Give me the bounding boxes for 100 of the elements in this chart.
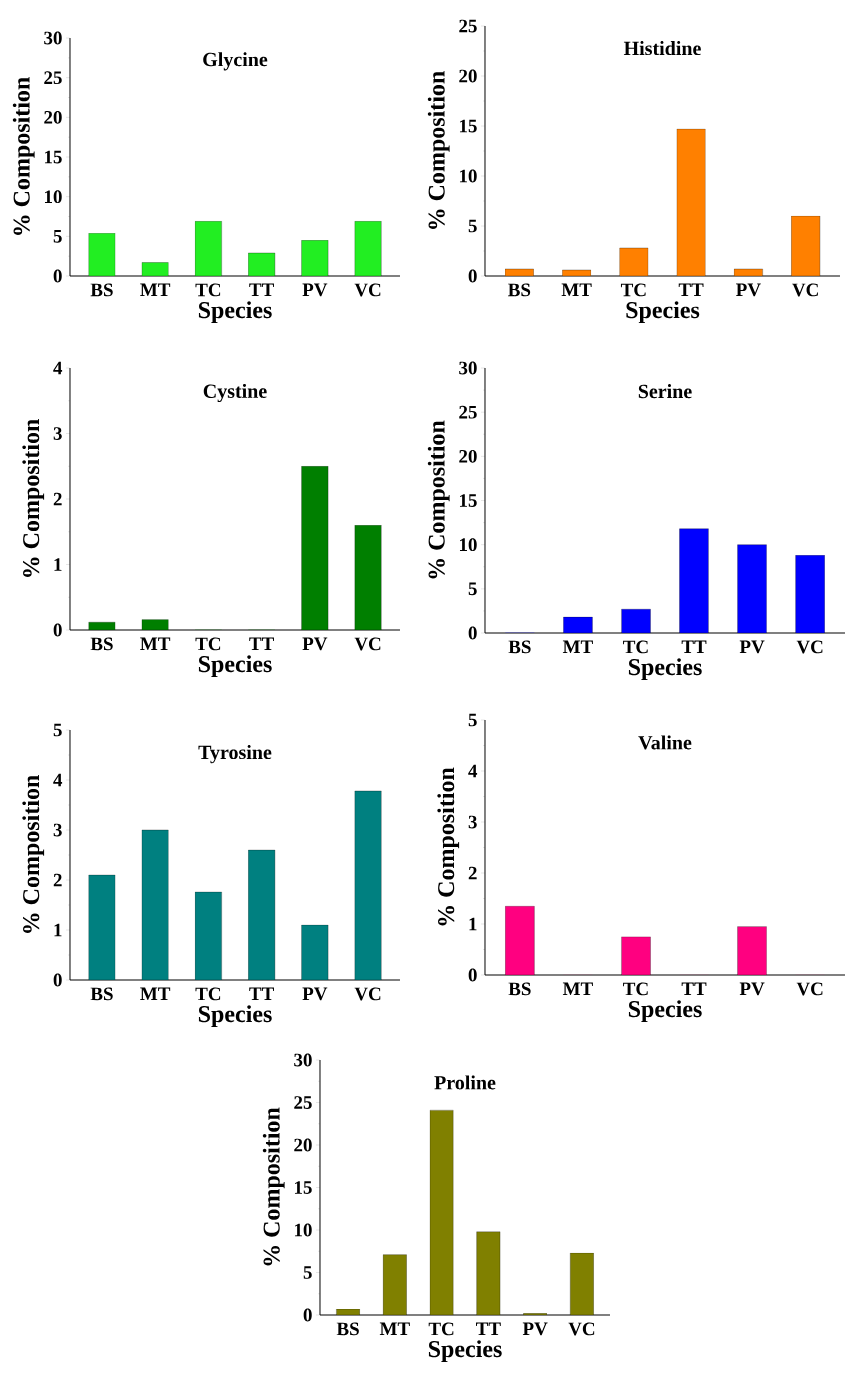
x-axis-title: Species — [626, 301, 700, 324]
y-tick-label: 15 — [459, 494, 477, 507]
x-tick-label: PV — [736, 283, 761, 297]
y-tick-label: 0 — [468, 626, 477, 640]
y-tick-label: 10 — [294, 1223, 312, 1237]
x-tick-label: VC — [354, 637, 381, 651]
x-tick-label: PV — [739, 640, 765, 654]
x-axis-title: Species — [198, 1005, 272, 1028]
text: Valine — [638, 735, 692, 750]
y-tick-label: 3 — [53, 427, 62, 440]
y-tick-label: 2 — [468, 866, 477, 880]
x-tick-label: TC — [620, 283, 646, 297]
text: Proline — [434, 1075, 496, 1090]
y-tick-label: 4 — [53, 773, 63, 787]
y-tick-label: 20 — [459, 449, 477, 463]
y-tick-label: 4 — [468, 764, 478, 778]
y-tick-label: 4 — [53, 361, 63, 375]
x-tick-label: TC — [623, 982, 648, 996]
x-tick-label: PV — [739, 982, 765, 996]
y-tick-label: 0 — [468, 968, 477, 982]
y-tick-label: 30 — [294, 1053, 312, 1067]
y-tick-label: 5 — [468, 582, 477, 596]
y-tick-label: 25 — [459, 405, 477, 419]
x-tick-label: MT — [140, 637, 171, 650]
x-tick-label: PV — [302, 637, 328, 651]
y-tick-label: 15 — [294, 1181, 312, 1194]
y-axis-title: % Composition — [427, 71, 450, 229]
x-tick-label: TC — [195, 987, 221, 1001]
y-axis-title: % Composition — [12, 77, 35, 235]
y-tick-label: 3 — [53, 823, 62, 837]
x-tick-label: MT — [562, 640, 593, 653]
text: Cystine — [203, 383, 267, 403]
x-tick-label: MT — [140, 283, 171, 296]
x-tick-label: PV — [522, 1322, 548, 1336]
y-tick-label: 25 — [294, 1096, 312, 1109]
y-tick-label: 10 — [459, 538, 477, 552]
x-tick-label: TC — [428, 1322, 454, 1336]
x-axis-title: Species — [628, 658, 702, 681]
x-tick-label: VC — [354, 987, 381, 1001]
y-axis-title: % Composition — [427, 420, 450, 579]
x-tick-label: MT — [562, 982, 593, 995]
x-axis-title: Species — [628, 1000, 702, 1023]
y-tick-label: 5 — [53, 723, 62, 737]
text: Serine — [638, 384, 692, 399]
y-tick-label: 20 — [459, 69, 477, 83]
y-tick-label: 30 — [44, 31, 62, 45]
y-tick-label: 25 — [459, 19, 477, 33]
y-tick-label: 5 — [468, 219, 477, 233]
y-tick-label: 0 — [53, 973, 62, 987]
x-tick-label: VC — [568, 1322, 595, 1336]
x-axis-title: Species — [198, 301, 272, 324]
x-tick-label: TC — [195, 637, 221, 651]
text: Glycine — [203, 52, 268, 71]
y-tick-label: 2 — [53, 492, 62, 506]
y-tick-label: 1 — [469, 917, 477, 931]
x-tick-label: TT — [249, 987, 274, 1000]
x-tick-label: TT — [476, 1322, 501, 1335]
x-tick-label: BS — [90, 283, 113, 297]
y-axis-title: % Composition — [262, 1107, 285, 1266]
x-tick-label: BS — [508, 640, 531, 654]
x-tick-label: MT — [140, 987, 171, 1000]
y-axis-title: % Composition — [22, 775, 45, 933]
y-tick-label: 10 — [44, 190, 62, 204]
y-tick-label: 1 — [54, 923, 62, 937]
x-tick-label: BS — [508, 283, 531, 297]
x-tick-label: MT — [379, 1322, 410, 1335]
y-tick-label: 0 — [468, 269, 477, 283]
y-tick-label: 5 — [53, 230, 62, 243]
y-axis-title: % Composition — [22, 419, 45, 577]
y-tick-label: 20 — [294, 1138, 312, 1152]
x-tick-label: TC — [195, 283, 221, 297]
y-tick-label: 15 — [44, 150, 62, 164]
x-tick-label: TT — [678, 283, 704, 296]
x-tick-label: VC — [792, 283, 818, 297]
y-tick-label: 15 — [459, 119, 477, 133]
y-tick-label: 5 — [303, 1266, 312, 1279]
x-axis-title: Species — [428, 1340, 502, 1363]
y-tick-label: 30 — [459, 361, 477, 375]
x-axis-title: Species — [198, 655, 272, 678]
y-tick-label: 5 — [468, 713, 477, 727]
x-tick-label: TC — [623, 640, 648, 654]
y-tick-label: 20 — [44, 110, 62, 124]
x-tick-label: PV — [302, 987, 328, 1001]
y-tick-label: 0 — [53, 623, 62, 637]
y-tick-label: 0 — [53, 269, 62, 283]
x-tick-label: BS — [90, 637, 113, 651]
x-tick-label: BS — [336, 1322, 359, 1336]
x-tick-label: TT — [249, 283, 274, 296]
x-tick-label: VC — [796, 640, 823, 654]
x-tick-label: BS — [508, 982, 531, 996]
y-tick-label: 2 — [53, 873, 62, 887]
x-tick-label: BS — [90, 987, 113, 1001]
x-tick-label: TT — [681, 640, 707, 653]
x-tick-label: PV — [302, 283, 328, 297]
y-tick-label: 0 — [303, 1308, 312, 1322]
y-axis-title: % Composition — [437, 767, 460, 926]
text: Tyrosine — [198, 745, 272, 764]
x-tick-label: TT — [681, 982, 707, 995]
y-tick-label: 1 — [54, 558, 62, 571]
x-tick-label: VC — [796, 982, 823, 996]
